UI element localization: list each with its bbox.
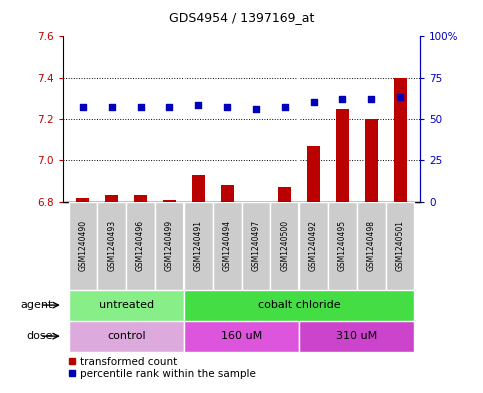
Bar: [69, 202, 98, 290]
Bar: [213, 202, 242, 290]
Text: GSM1240490: GSM1240490: [78, 220, 87, 271]
Bar: [278, 187, 291, 202]
Text: GSM1240500: GSM1240500: [280, 220, 289, 271]
Point: [194, 102, 202, 108]
Bar: [192, 175, 205, 202]
Bar: [365, 119, 378, 202]
Bar: [336, 108, 349, 202]
Point: [396, 94, 404, 101]
Text: control: control: [107, 331, 145, 341]
Bar: [98, 202, 126, 290]
Point: [166, 104, 173, 110]
Text: GSM1240501: GSM1240501: [396, 220, 405, 271]
Text: untreated: untreated: [99, 300, 154, 310]
Bar: [105, 195, 118, 202]
Bar: [307, 146, 320, 202]
Bar: [184, 202, 213, 290]
Bar: [184, 321, 299, 352]
Legend: transformed count, percentile rank within the sample: transformed count, percentile rank withi…: [68, 357, 256, 379]
Text: dose: dose: [27, 331, 53, 341]
Text: GSM1240496: GSM1240496: [136, 220, 145, 271]
Point: [310, 99, 317, 106]
Bar: [69, 321, 184, 352]
Bar: [299, 321, 414, 352]
Point: [79, 104, 87, 110]
Text: GSM1240494: GSM1240494: [223, 220, 231, 271]
Text: 160 uM: 160 uM: [221, 331, 262, 341]
Point: [339, 96, 346, 102]
Bar: [126, 202, 155, 290]
Point: [223, 104, 231, 110]
Bar: [134, 195, 147, 202]
Text: GSM1240492: GSM1240492: [309, 220, 318, 271]
Bar: [155, 202, 184, 290]
Bar: [357, 202, 385, 290]
Bar: [221, 185, 234, 202]
Point: [108, 103, 115, 110]
Bar: [242, 202, 270, 290]
Bar: [299, 202, 328, 290]
Point: [252, 106, 260, 112]
Text: agent: agent: [21, 300, 53, 310]
Text: GSM1240498: GSM1240498: [367, 220, 376, 271]
Bar: [69, 290, 184, 321]
Text: GSM1240497: GSM1240497: [252, 220, 260, 271]
Bar: [76, 198, 89, 202]
Text: GSM1240499: GSM1240499: [165, 220, 174, 271]
Bar: [328, 202, 357, 290]
Bar: [270, 202, 299, 290]
Bar: [184, 290, 414, 321]
Point: [281, 104, 289, 110]
Bar: [394, 77, 407, 202]
Text: cobalt chloride: cobalt chloride: [258, 300, 341, 310]
Point: [137, 103, 144, 110]
Bar: [385, 202, 414, 290]
Point: [368, 96, 375, 102]
Text: 310 uM: 310 uM: [336, 331, 377, 341]
Text: GSM1240495: GSM1240495: [338, 220, 347, 271]
Text: GSM1240491: GSM1240491: [194, 220, 203, 271]
Bar: [163, 200, 176, 202]
Text: GSM1240493: GSM1240493: [107, 220, 116, 271]
Text: GDS4954 / 1397169_at: GDS4954 / 1397169_at: [169, 11, 314, 24]
